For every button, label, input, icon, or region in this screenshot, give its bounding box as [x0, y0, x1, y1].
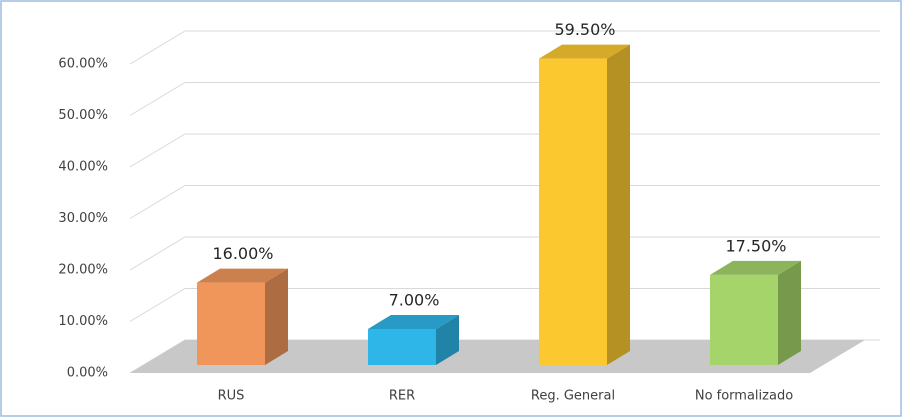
- bar: [710, 274, 778, 365]
- data-label: 16.00%: [212, 244, 273, 263]
- y-tick-label: 50.00%: [58, 108, 108, 123]
- y-tick-label: 60.00%: [58, 57, 108, 72]
- bars: [197, 44, 801, 365]
- data-label: 59.50%: [554, 20, 615, 39]
- y-tick-label: 0.00%: [67, 366, 108, 381]
- bar-side: [265, 268, 288, 365]
- bar-top: [710, 260, 801, 275]
- bar-top: [539, 44, 630, 59]
- bar-top: [197, 268, 288, 283]
- y-tick-label: 30.00%: [58, 211, 108, 226]
- x-tick-label: Reg. General: [531, 389, 615, 404]
- bar: [539, 58, 607, 365]
- data-label: 7.00%: [389, 290, 440, 309]
- bar-top: [368, 314, 459, 329]
- x-tick-label: No formalizado: [695, 389, 793, 404]
- y-tick-label: 40.00%: [58, 160, 108, 175]
- y-tick-label: 10.00%: [58, 314, 108, 329]
- grid-line: [129, 288, 880, 322]
- grid-line: [129, 30, 880, 65]
- x-tick-label: RUS: [218, 389, 245, 404]
- bar-side: [436, 314, 459, 365]
- grid-line: [129, 236, 880, 271]
- bar: [368, 328, 436, 365]
- grid-line: [129, 185, 880, 219]
- data-label: 17.50%: [725, 236, 786, 255]
- x-tick-label: RER: [389, 389, 415, 404]
- floor-layer: [130, 340, 865, 373]
- grid-line: [129, 82, 880, 116]
- labels: 0.00% 10.00% 20.00% 30.00% 40.00% 50.00% 60.00…: [58, 20, 793, 403]
- bar: [197, 282, 265, 365]
- grid-line: [129, 133, 880, 168]
- bar-side: [778, 260, 801, 365]
- floor: [130, 340, 865, 373]
- y-tick-label: 20.00%: [58, 263, 108, 278]
- bar-side: [607, 44, 630, 365]
